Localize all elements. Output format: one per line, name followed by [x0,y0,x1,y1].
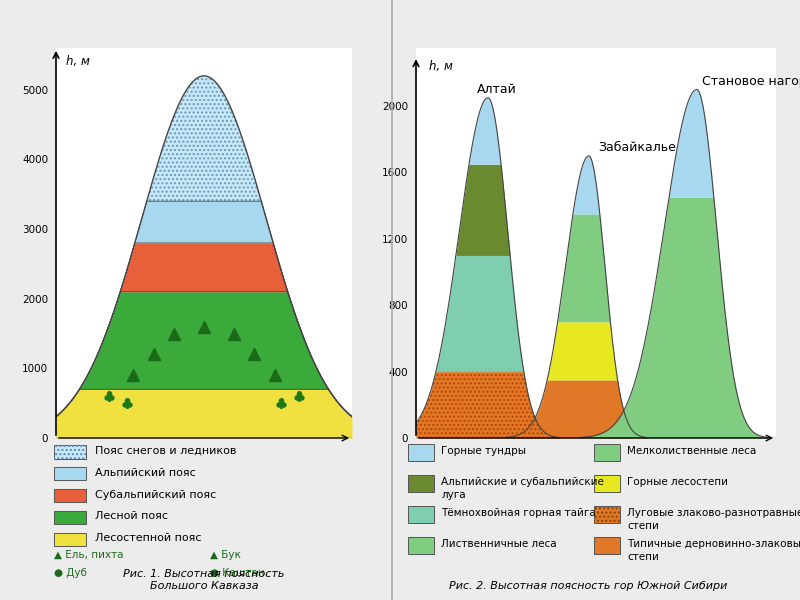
FancyBboxPatch shape [408,444,434,461]
Text: Рис. 1. Высотная поясность
Большого Кавказа: Рис. 1. Высотная поясность Большого Кавк… [123,569,285,591]
Text: Горные тундры: Горные тундры [442,446,526,456]
FancyBboxPatch shape [54,489,86,502]
FancyBboxPatch shape [408,506,434,523]
Text: Лиственничные леса: Лиственничные леса [442,539,557,549]
FancyBboxPatch shape [408,475,434,492]
Text: ● Каштан: ● Каштан [210,568,265,578]
FancyBboxPatch shape [594,475,620,492]
Text: Алтай: Алтай [477,83,517,96]
FancyBboxPatch shape [594,506,620,523]
Text: Горные лесостепи: Горные лесостепи [627,477,728,487]
Text: Мелколиственные леса: Мелколиственные леса [627,446,757,456]
FancyBboxPatch shape [594,444,620,461]
FancyBboxPatch shape [54,445,86,458]
Text: степи: степи [627,521,659,532]
Text: Забайкалье: Забайкалье [598,141,676,154]
FancyBboxPatch shape [408,537,434,554]
Text: Тёмнохвойная горная тайга: Тёмнохвойная горная тайга [442,508,596,518]
FancyBboxPatch shape [54,511,86,524]
Text: Альпийские и субальпийские: Альпийские и субальпийские [442,477,604,487]
Text: Становое нагорье: Становое нагорье [702,74,800,88]
Text: h, м: h, м [66,55,90,68]
Text: ▲ Ель, пихта: ▲ Ель, пихта [54,550,123,560]
FancyBboxPatch shape [594,537,620,554]
Text: Рис. 2. Высотная поясность гор Южной Сибири: Рис. 2. Высотная поясность гор Южной Сиб… [449,581,727,591]
Text: Альпийский пояс: Альпийский пояс [95,468,196,478]
Text: Лесостепной пояс: Лесостепной пояс [95,533,202,543]
FancyBboxPatch shape [54,467,86,481]
Text: Субальпийский пояс: Субальпийский пояс [95,490,217,500]
Text: Пояс снегов и ледников: Пояс снегов и ледников [95,446,237,456]
Text: степи: степи [627,553,659,562]
Text: Типичные дерновинно-злаковые: Типичные дерновинно-злаковые [627,539,800,549]
Text: Лесной пояс: Лесной пояс [95,511,168,521]
Text: h, м: h, м [429,59,453,73]
Text: Луговые злаково-разнотравные: Луговые злаково-разнотравные [627,508,800,518]
Text: ● Дуб: ● Дуб [54,568,86,578]
Text: луга: луга [442,490,466,500]
Text: ▲ Бук: ▲ Бук [210,550,242,560]
FancyBboxPatch shape [54,533,86,546]
